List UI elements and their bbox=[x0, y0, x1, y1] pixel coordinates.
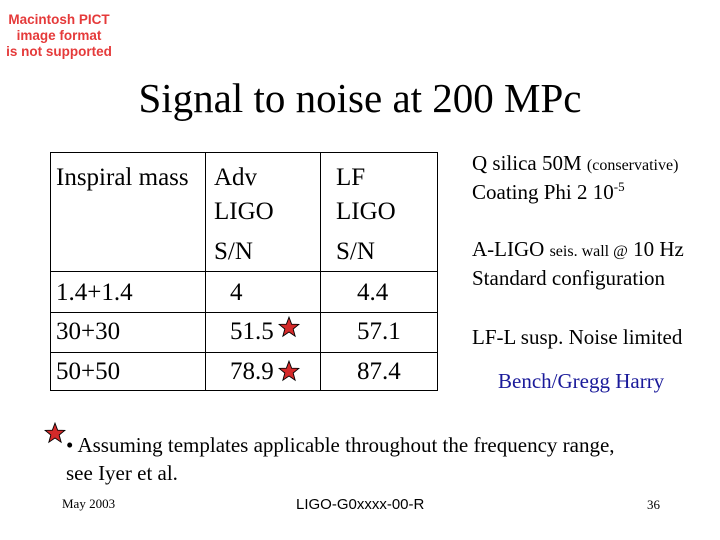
cell-mass: 50+50 bbox=[56, 358, 121, 385]
placeholder-line: image format bbox=[16, 28, 102, 43]
header-lf-line: LIGO bbox=[336, 198, 396, 225]
cell-adv-snr: 51.5 bbox=[230, 318, 274, 345]
header-inspiral-mass: Inspiral mass bbox=[56, 164, 189, 191]
note-small-text: (conservative) bbox=[586, 157, 679, 174]
placeholder-line: Macintosh PICT bbox=[8, 12, 110, 27]
star-icon bbox=[278, 360, 300, 382]
note-standard-config: Standard configuration bbox=[472, 266, 666, 290]
note-aligo-seis: A-LIGO seis. wall @ 10 Hz bbox=[472, 237, 684, 264]
star-icon bbox=[278, 316, 300, 338]
table-rule bbox=[437, 152, 438, 391]
cell-adv-snr: 78.9 bbox=[230, 358, 274, 385]
star-icon bbox=[44, 422, 66, 444]
cell-mass: 1.4+1.4 bbox=[56, 279, 133, 306]
note-bench: Bench/Gregg Harry bbox=[498, 369, 665, 393]
note-q-silica: Q silica 50M (conservative) bbox=[472, 151, 678, 178]
cell-lf-snr: 87.4 bbox=[357, 358, 401, 385]
header-adv-line: LIGO bbox=[214, 198, 274, 225]
header-adv-line: Adv bbox=[214, 164, 258, 191]
note-text: 10 Hz bbox=[633, 237, 684, 261]
note-small-text: seis. wall @ bbox=[549, 243, 628, 260]
table-rule bbox=[50, 390, 438, 391]
footer-page-number: 36 bbox=[647, 497, 660, 512]
assumption-text: • Assuming templates applicable througho… bbox=[66, 433, 615, 485]
unsupported-image-placeholder: Macintosh PICT image format is not suppo… bbox=[0, 12, 118, 60]
header-lf-line: S/N bbox=[336, 238, 375, 265]
table-rule bbox=[50, 152, 438, 153]
note-text: A-LIGO bbox=[472, 237, 545, 261]
note-text: Coating Phi 2 10 bbox=[472, 180, 614, 204]
cell-lf-snr: 57.1 bbox=[357, 318, 401, 345]
note-exponent: -5 bbox=[613, 179, 625, 194]
cell-mass: 30+30 bbox=[56, 318, 121, 345]
header-lf-line: LF bbox=[336, 164, 366, 191]
note-lf-l-susp: LF-L susp. Noise limited bbox=[472, 325, 683, 349]
footer-document-id: LIGO-G0xxxx-00-R bbox=[296, 496, 425, 513]
note-coating-phi: Coating Phi 2 10-5 bbox=[472, 180, 625, 204]
table-rule bbox=[205, 152, 206, 391]
table-rule bbox=[50, 152, 51, 391]
snr-table: Inspiral mass Adv LIGO S/N LF LIGO S/N 1… bbox=[50, 152, 438, 391]
cell-lf-snr: 4.4 bbox=[357, 279, 389, 306]
slide-title: Signal to noise at 200 MPc bbox=[138, 75, 582, 121]
footer-date: May 2003 bbox=[62, 496, 116, 511]
table-rule bbox=[50, 352, 438, 353]
placeholder-line: is not supported bbox=[6, 44, 112, 59]
note-text: Q silica 50M bbox=[472, 151, 582, 175]
table-rule bbox=[50, 312, 438, 313]
header-adv-line: S/N bbox=[214, 238, 253, 265]
table-rule bbox=[320, 152, 321, 391]
table-rule bbox=[50, 271, 438, 272]
cell-adv-snr: 4 bbox=[230, 279, 243, 306]
